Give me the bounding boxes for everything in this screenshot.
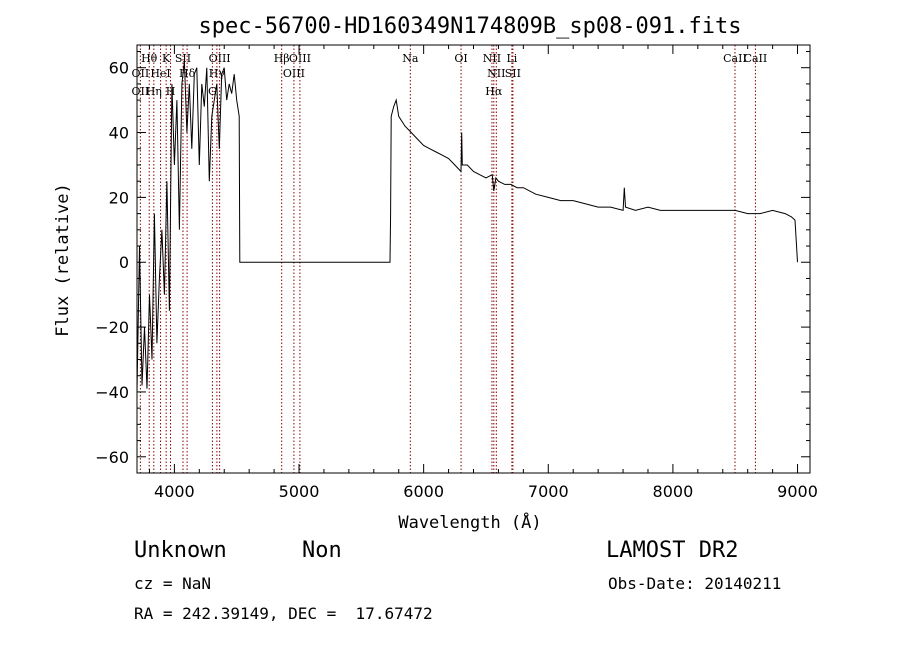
x-tick-label: 5000 [279, 482, 320, 501]
spectral-line-label: Hβ [274, 52, 290, 65]
spectral-line-label: OII [132, 85, 150, 98]
spectral-line-label: CaII [744, 52, 768, 65]
spectral-line-label: OII [132, 67, 150, 80]
spectral-line-label: Na [402, 52, 419, 65]
spectral-line-label: K [162, 52, 171, 65]
x-tick-label: 9000 [777, 482, 818, 501]
spectral-line-label: H [166, 85, 176, 98]
y-axis-ticks: −60 −40 −20 0 20 40 60 [95, 50, 810, 467]
spectral-line-label: CaII [723, 52, 747, 65]
y-tick-label: 60 [109, 59, 129, 78]
y-tick-label: 40 [109, 124, 129, 143]
spectral-line-label: NII [483, 52, 501, 65]
spectral-line-label: Li [506, 52, 517, 65]
spectral-line-label: Hθ [141, 52, 158, 65]
spectral-line-label: SII [505, 67, 521, 80]
x-tick-label: 4000 [154, 482, 195, 501]
y-tick-label: 20 [109, 188, 129, 207]
y-tick-label: 0 [119, 253, 129, 272]
spectral-line-label: Hα [485, 85, 503, 98]
x-tick-label: 6000 [403, 482, 444, 501]
spectral-line-label: NII [487, 67, 505, 80]
spectrum-line [136, 61, 798, 392]
x-tick-label: 7000 [528, 482, 569, 501]
spectral-line-label: OIII [289, 52, 311, 65]
spectral-line-label: G [208, 85, 217, 98]
line-markers [139, 45, 756, 473]
redshift-text: cz = NaN [134, 574, 212, 593]
survey-name: LAMOST DR2 [606, 538, 739, 563]
spectral-line-label: OIII [209, 52, 231, 65]
spectral-line-label: OI [454, 52, 467, 65]
coordinates-text: RA = 242.39149, DEC = 17.67472 [134, 604, 433, 623]
y-tick-label: −60 [95, 448, 129, 467]
y-tick-label: −20 [95, 318, 129, 337]
object-subclass: Non [302, 538, 342, 563]
x-axis-label: Wavelength (Å) [398, 511, 541, 533]
spectral-line-label: Hη [146, 85, 162, 98]
obs-date-text: Obs-Date: 20140211 [608, 574, 782, 593]
y-tick-label: −40 [95, 383, 129, 402]
chart-title: spec-56700-HD160349N174809B_sp08-091.fit… [198, 14, 741, 39]
object-class: Unknown [134, 538, 227, 563]
x-axis-ticks: 4000 5000 6000 7000 8000 9000 [148, 45, 818, 501]
spectral-line-label: OIII [283, 67, 305, 80]
y-axis-label: Flux (relative) [53, 183, 73, 337]
spectral-line-label: HeI [150, 67, 170, 80]
spectral-line-label: Hδ [179, 67, 196, 80]
spectral-line-label: SII [175, 52, 191, 65]
x-tick-label: 8000 [653, 482, 694, 501]
spectral-line-label: Hγ [209, 67, 226, 80]
